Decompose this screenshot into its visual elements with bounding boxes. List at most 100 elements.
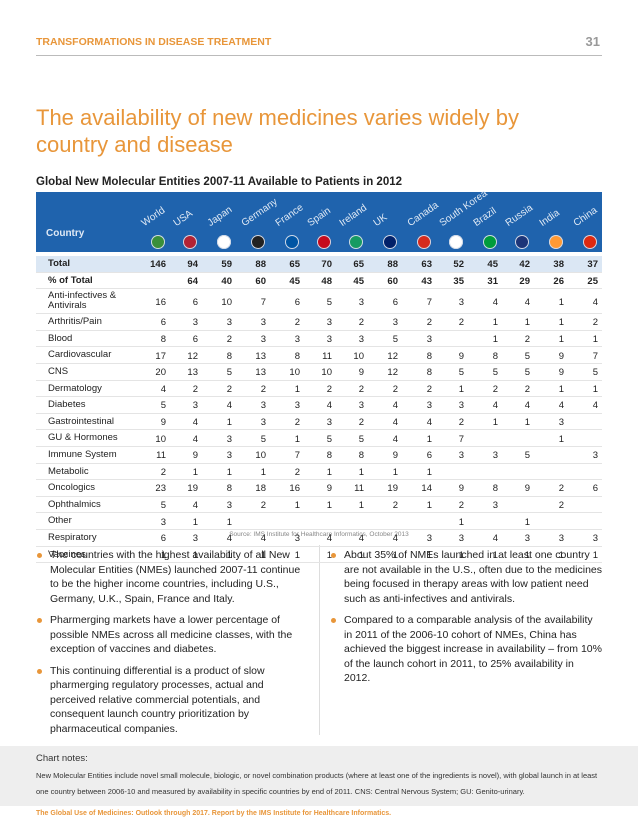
cell: 2 — [358, 383, 364, 395]
cell: 6 — [426, 450, 432, 462]
cell: 2 — [260, 383, 266, 395]
cell: 2 — [294, 417, 300, 429]
cell: 3 — [592, 450, 598, 462]
cell: 60 — [387, 275, 398, 287]
cell: 9 — [558, 367, 564, 379]
cell: 88 — [387, 259, 398, 271]
cell: 4 — [392, 400, 398, 412]
cell: 37 — [587, 259, 598, 271]
cell: 1 — [426, 549, 432, 561]
table-row: Anti-infectives & Antivirals 16 6 10 7 6 5 3 6 7 3… — [36, 289, 602, 315]
cell: 1 — [558, 334, 564, 346]
cell: 63 — [421, 259, 432, 271]
cell: 7 — [260, 296, 266, 308]
cell: 6 — [160, 317, 166, 329]
cell: 1 — [426, 433, 432, 445]
cell: 88 — [255, 259, 266, 271]
cell: 5 — [326, 433, 332, 445]
cell: 7 — [294, 450, 300, 462]
country-label: India — [537, 207, 562, 229]
cell: 5 — [226, 367, 232, 379]
row-label: Other — [48, 515, 72, 527]
table-row: % of Total 64 40 60 45 48 45 60 43 35 31 29 26 25 — [36, 273, 602, 290]
flag — [317, 235, 331, 249]
cell: 13 — [255, 367, 266, 379]
cell: 2 — [458, 317, 464, 329]
cell: 1 — [524, 516, 530, 528]
table-row: Ophthalmics 5 4 3 2 1 1 1 2 1 2 3 2 — [36, 497, 602, 514]
cell: 4 — [160, 383, 166, 395]
cell: 1 — [592, 383, 598, 395]
cell: 1 — [426, 466, 432, 478]
row-label: % of Total — [48, 274, 93, 286]
title: The availability of new medicines varies… — [36, 105, 519, 157]
cell: 1 — [326, 549, 332, 561]
cell: 18 — [255, 483, 266, 495]
flag — [383, 235, 397, 249]
cell: 3 — [192, 317, 198, 329]
country-label: USA — [171, 208, 195, 229]
cell: 11 — [354, 483, 364, 495]
section-header: TRANSFORMATIONS IN DISEASE TREATMENT — [36, 36, 272, 48]
divider — [319, 545, 320, 735]
cell: 5 — [160, 500, 166, 512]
cell: 3 — [294, 400, 300, 412]
cell: 10 — [255, 450, 266, 462]
cell: 8 — [226, 483, 232, 495]
flag — [515, 235, 529, 249]
cell: 4 — [592, 400, 598, 412]
cell: 4 — [524, 296, 530, 308]
country-label: Germany — [239, 196, 280, 229]
rule — [36, 55, 602, 56]
cell: 1 — [458, 549, 464, 561]
flag — [549, 235, 563, 249]
bullet: Compared to a comparable analysis of the… — [330, 613, 602, 686]
cell: 9 — [458, 483, 464, 495]
table-row: Respiratory 6 3 4 4 3 4 4 4 3 3 4 3 3 3 — [36, 530, 602, 547]
cell: 3 — [260, 317, 266, 329]
country-label: Russia — [503, 202, 536, 229]
cell: 4 — [524, 400, 530, 412]
page-number: 31 — [585, 34, 600, 49]
cell: 3 — [294, 533, 300, 545]
cell: 3 — [426, 533, 432, 545]
cell: 1 — [524, 549, 530, 561]
cell: 2 — [524, 383, 530, 395]
cell: 6 — [294, 296, 300, 308]
cell: 1 — [260, 466, 266, 478]
cell: 59 — [221, 259, 232, 271]
row-label: Arthritis/Pain — [48, 316, 102, 328]
cell: 2 — [192, 383, 198, 395]
cell: 1 — [294, 383, 300, 395]
cell: 40 — [221, 275, 232, 287]
row-label: CNS — [48, 366, 69, 377]
cell: 4 — [326, 533, 332, 545]
cell: 9 — [326, 483, 332, 495]
table-header: Country World USA Japan Germany France Spain I… — [36, 188, 602, 252]
cell: 3 — [524, 533, 530, 545]
cell: 2 — [492, 383, 498, 395]
cell: 2 — [392, 383, 398, 395]
cell: 8 — [326, 450, 332, 462]
cell: 1 — [226, 417, 232, 429]
cell: 8 — [492, 350, 498, 362]
row-label: Immune System — [48, 449, 117, 460]
cell: 1 — [392, 549, 398, 561]
cell: 94 — [187, 259, 198, 271]
cell: 4 — [192, 417, 198, 429]
cell: 7 — [426, 296, 432, 308]
cell: 3 — [458, 450, 464, 462]
flag — [151, 235, 165, 249]
cell: 3 — [426, 334, 432, 346]
cell: 1 — [458, 383, 464, 395]
cell: 13 — [187, 367, 198, 379]
table-row: Metabolic 2 1 1 1 2 1 1 1 1 — [36, 464, 602, 481]
cell: 5 — [492, 367, 498, 379]
cell: 65 — [353, 259, 364, 271]
flag — [483, 235, 497, 249]
cell: 64 — [187, 275, 198, 287]
cell: 3 — [592, 533, 598, 545]
cell: 1 — [592, 549, 598, 561]
cell: 3 — [226, 450, 232, 462]
cell: 2 — [592, 317, 598, 329]
